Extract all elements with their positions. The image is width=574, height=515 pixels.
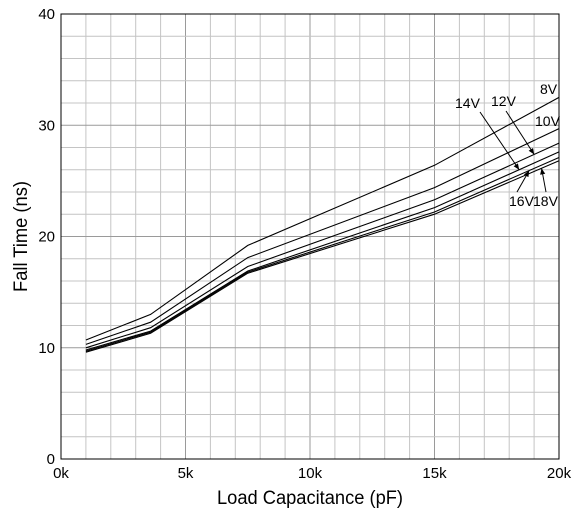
x-tick-label: 20k	[547, 465, 572, 482]
y-tick-labels: 0 10 20 30 40	[38, 6, 55, 468]
series-label-8v: 8V	[540, 81, 558, 97]
y-tick-label: 0	[47, 451, 55, 468]
arrowhead-16v	[523, 170, 530, 178]
grid	[61, 14, 559, 459]
series-label-18v: 18V	[533, 193, 559, 209]
series-annotations: 8V 10V 12V 14V 16V 18V	[455, 81, 561, 209]
y-tick-label: 30	[38, 117, 55, 134]
series-label-10v: 10V	[535, 113, 561, 129]
arrowhead-12v	[528, 147, 535, 155]
y-tick-label: 10	[38, 340, 55, 357]
x-tick-label: 10k	[298, 465, 323, 482]
series-line-16v	[85, 156, 560, 352]
x-tick-label: 15k	[422, 465, 447, 482]
leader-line-14v	[479, 111, 520, 171]
y-tick-label: 40	[38, 6, 55, 23]
series-label-12v: 12V	[491, 93, 517, 109]
arrowhead-14v	[513, 163, 520, 170]
y-tick-label: 20	[38, 229, 55, 246]
series-line-10v	[85, 128, 560, 345]
series-label-16v: 16V	[509, 193, 535, 209]
x-tick-label: 5k	[178, 465, 194, 482]
x-tick-labels: 0k 5k 10k 15k 20k	[53, 465, 572, 482]
leader-line-12v	[505, 110, 535, 155]
series-line-8v	[85, 96, 560, 341]
x-tick-label: 0k	[53, 465, 69, 482]
x-axis-title: Load Capacitance (pF)	[217, 488, 403, 509]
series-label-14v: 14V	[455, 95, 481, 111]
arrowhead-18v	[540, 168, 546, 175]
series-line-14v	[85, 151, 560, 351]
y-axis-title: Fall Time (ns)	[11, 181, 32, 292]
series-line-18v	[85, 160, 560, 353]
plot-frame	[60, 13, 560, 460]
series-line-12v	[85, 142, 560, 349]
series-lines	[85, 96, 560, 353]
